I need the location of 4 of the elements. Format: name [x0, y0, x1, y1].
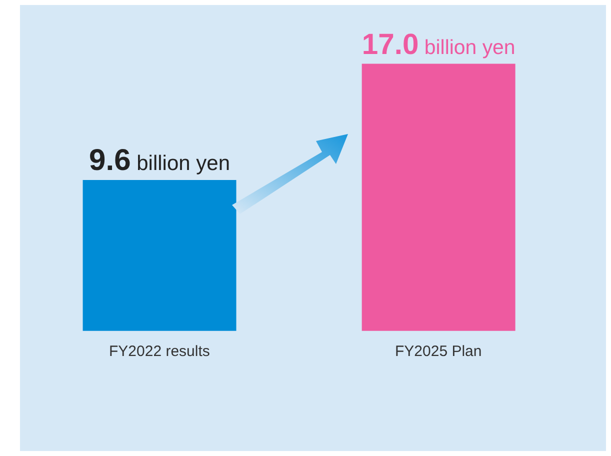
data-label: 9.6 billion yen [89, 144, 230, 178]
x-tick-label: FY2025 Plan [395, 343, 482, 360]
data-label: 17.0 billion yen [362, 28, 516, 61]
x-tick-label: FY2022 results [109, 343, 210, 360]
